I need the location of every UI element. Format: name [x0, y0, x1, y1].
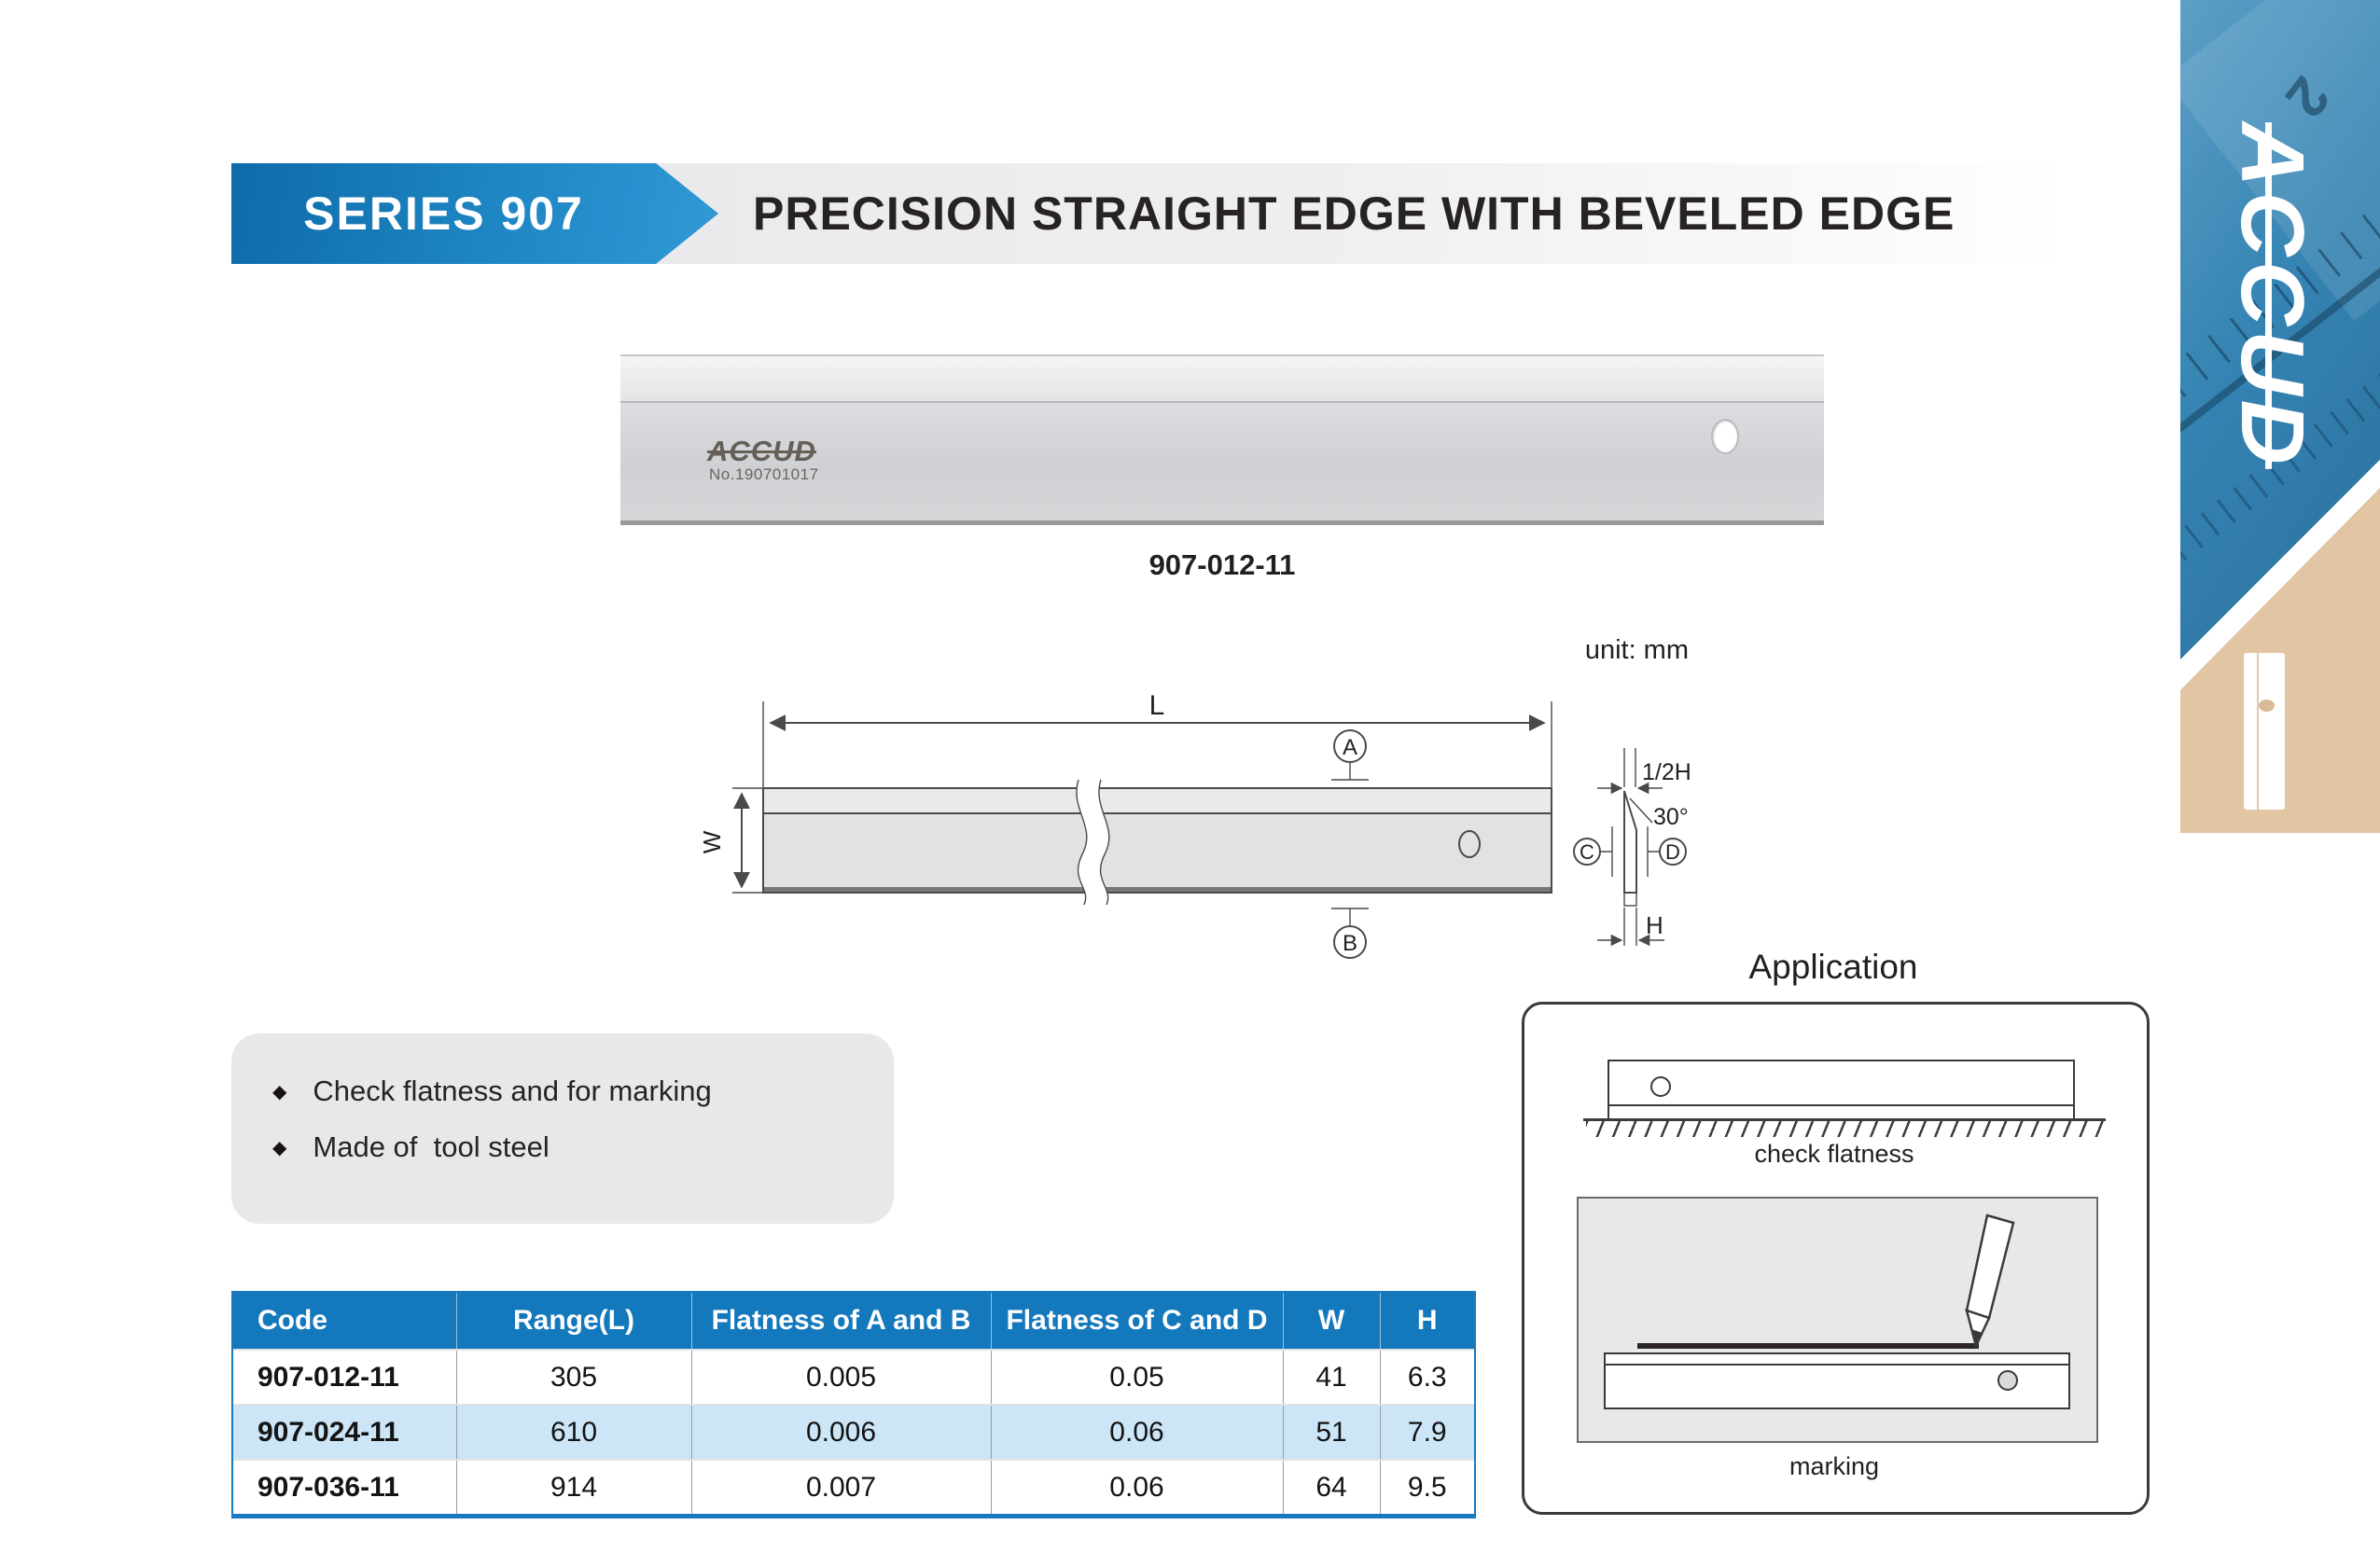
length-dimension-label: L [1149, 690, 1165, 721]
datum-d-leader [1647, 826, 1660, 877]
straight-edge-icon [2244, 653, 2285, 810]
header-range: Range(L) [456, 1293, 692, 1350]
check-flatness-straight-edge [1608, 1060, 2075, 1121]
drawing-break-mask [1076, 780, 1109, 905]
cell-flatness-ab: 0.006 [691, 1404, 992, 1460]
width-dimension-label: W [698, 830, 726, 853]
cell-w: 64 [1283, 1459, 1381, 1514]
drawing-bar-body [763, 813, 1552, 893]
series-banner-arrow: SERIES 907 [231, 163, 718, 264]
cell-range: 305 [456, 1349, 692, 1405]
straight-edge-icon-line [2257, 653, 2259, 810]
angle-leader [1629, 797, 1653, 824]
cell-flatness-ab: 0.005 [691, 1349, 992, 1405]
check-flatness-bevel-strip [1609, 1104, 2073, 1119]
cell-range: 610 [456, 1404, 692, 1460]
product-hanging-hole [1713, 421, 1737, 452]
height-extension-lines [1623, 908, 1637, 946]
drawing-bar-outline [762, 787, 1552, 894]
cell-range: 914 [456, 1459, 692, 1514]
marking-bevel-strip [1606, 1354, 2068, 1366]
product-photo-bottom-edge [620, 520, 1824, 525]
cell-h: 9.5 [1380, 1459, 1474, 1514]
datum-c-leader [1600, 826, 1613, 877]
surface-line [1583, 1118, 2106, 1121]
cell-h: 6.3 [1380, 1349, 1474, 1405]
drawing-bar-bottom-edge [763, 887, 1552, 893]
product-serial-number: No.190701017 [709, 465, 819, 483]
cell-code: 907-024-11 [233, 1404, 457, 1460]
marking-hole [1997, 1370, 2018, 1391]
datum-b-leader [1331, 908, 1369, 926]
cell-h: 7.9 [1380, 1404, 1474, 1460]
straight-edge-icon-hole [2259, 700, 2275, 712]
brand-logo: ACCUD [2222, 122, 2322, 469]
section-bottom-face [1623, 892, 1637, 907]
header-h: H [1380, 1293, 1474, 1350]
datum-d-label: D [1665, 840, 1680, 864]
scriber-pencil-icon [1965, 1213, 2015, 1350]
header-w: W [1283, 1293, 1381, 1350]
check-flatness-label: check flatness [1754, 1140, 1914, 1168]
section-profile [1623, 790, 1637, 894]
datum-a-circle [1333, 729, 1367, 763]
datum-a-label: A [1343, 735, 1357, 760]
product-photo-body [620, 403, 1824, 520]
width-extension-lines [732, 787, 763, 894]
unit-label: unit: mm [1584, 635, 1689, 665]
drawing-break-line [1098, 779, 1110, 906]
length-extension-lines [762, 701, 1552, 791]
marking-label: marking [1788, 1452, 1880, 1480]
cell-code: 907-036-11 [233, 1459, 457, 1514]
marking-straight-edge [1604, 1352, 2070, 1409]
angle-label: 30° [1653, 804, 1689, 830]
datum-b-circle [1333, 925, 1367, 959]
cell-flatness-cd: 0.06 [991, 1404, 1284, 1460]
header-flatness-ab: Flatness of A and B [691, 1293, 992, 1350]
datum-b-label: B [1343, 931, 1357, 956]
header-flatness-cd: Flatness of C and D [991, 1293, 1284, 1350]
diamond-bullet-icon: ◆ [272, 1138, 287, 1158]
feature-text: Made of tool steel [313, 1130, 550, 1163]
marked-line [1637, 1343, 1979, 1349]
table-row: 907-036-11 914 0.007 0.06 64 9.5 [233, 1459, 1474, 1514]
surface-hatching [1586, 1121, 2105, 1137]
half-height-label: 1/2H [1642, 759, 1691, 785]
spec-table: Code Range(L) Flatness of A and B Flatne… [231, 1291, 1476, 1518]
datum-c-label: C [1580, 840, 1594, 864]
half-height-extension-lines [1623, 748, 1636, 787]
drawing-bar-hole [1458, 830, 1481, 858]
feature-item: ◆ Check flatness and for marking [272, 1075, 712, 1108]
datum-a-leader [1331, 762, 1369, 781]
cell-flatness-cd: 0.05 [991, 1349, 1284, 1405]
features-box: ◆ Check flatness and for marking ◆ Made of… [231, 1033, 894, 1224]
drawing-break-line [1076, 779, 1088, 906]
cell-flatness-ab: 0.007 [691, 1459, 992, 1514]
table-header-row: Code Range(L) Flatness of A and B Flatne… [233, 1293, 1474, 1350]
table-row: 907-024-11 610 0.006 0.06 51 7.9 [233, 1404, 1474, 1460]
cell-w: 41 [1283, 1349, 1381, 1405]
datum-d-circle [1659, 838, 1687, 866]
product-photo-bevel-face [620, 354, 1824, 403]
drawing-bar-bevel [763, 788, 1552, 813]
series-label: SERIES 907 [303, 187, 584, 240]
datum-c-circle [1573, 838, 1601, 866]
feature-text: Check flatness and for marking [313, 1075, 712, 1107]
check-flatness-hole [1650, 1076, 1671, 1097]
cell-code: 907-012-11 [233, 1349, 457, 1405]
product-caption: 907-012-11 [1148, 548, 1296, 581]
header-code: Code [233, 1293, 457, 1350]
page-title: PRECISION STRAIGHT EDGE WITH BEVELED EDG… [753, 187, 1955, 240]
application-title: Application [1748, 948, 1918, 986]
height-label: H [1646, 911, 1663, 939]
cell-flatness-cd: 0.06 [991, 1459, 1284, 1514]
feature-item: ◆ Made of tool steel [272, 1130, 550, 1164]
diamond-bullet-icon: ◆ [272, 1082, 287, 1102]
cell-w: 51 [1283, 1404, 1381, 1460]
product-brand-logo: ACCUD [707, 435, 816, 467]
table-row: 907-012-11 305 0.005 0.05 41 6.3 [233, 1349, 1474, 1405]
